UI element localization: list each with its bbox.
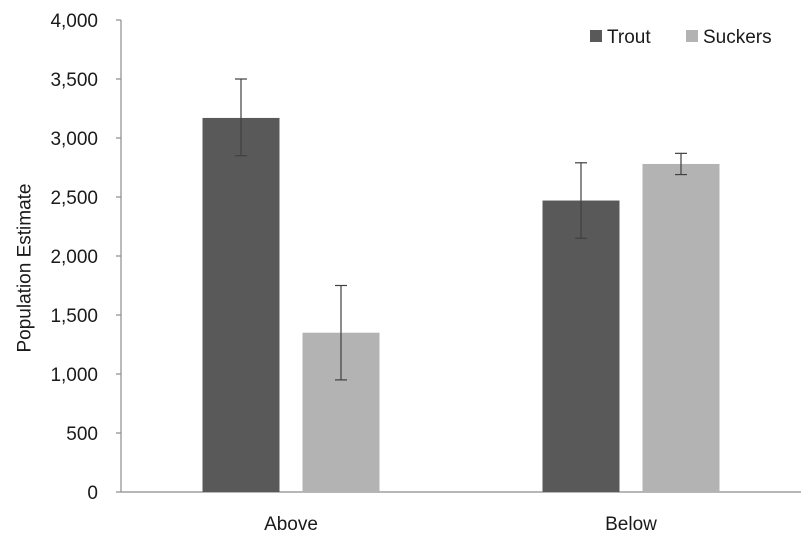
x-tick-label: Below — [605, 514, 657, 535]
bar-trout-below — [542, 200, 620, 493]
y-axis-ticks: 0 500 1,000 1,500 2,000 2,500 3,000 3,500 4,000 — [50, 11, 121, 504]
legend-label-suckers: Suckers — [703, 27, 772, 48]
y-tick-label: 2,500 — [50, 188, 98, 209]
y-tick-label: 500 — [66, 424, 98, 445]
y-tick-label: 4,000 — [50, 11, 98, 32]
x-axis-ticks: Above Below — [264, 514, 657, 535]
error-bars-group — [235, 78, 687, 381]
y-tick-label: 1,000 — [50, 365, 98, 386]
y-tick-label: 1,500 — [50, 306, 98, 327]
bar-suckers-below — [642, 163, 720, 492]
y-tick-label: 0 — [87, 483, 98, 504]
y-tick-label: 3,500 — [50, 70, 98, 91]
legend-swatch-trout — [590, 30, 602, 42]
legend-swatch-suckers — [686, 30, 698, 42]
y-tick-label: 3,000 — [50, 129, 98, 150]
x-tick-label: Above — [264, 514, 318, 535]
bar-trout-above — [202, 117, 280, 492]
legend-label-trout: Trout — [607, 27, 651, 48]
bars-group — [202, 117, 720, 493]
y-tick-label: 2,000 — [50, 247, 98, 268]
y-axis-title: Population Estimate — [15, 184, 36, 353]
legend: Trout Suckers — [590, 27, 772, 48]
